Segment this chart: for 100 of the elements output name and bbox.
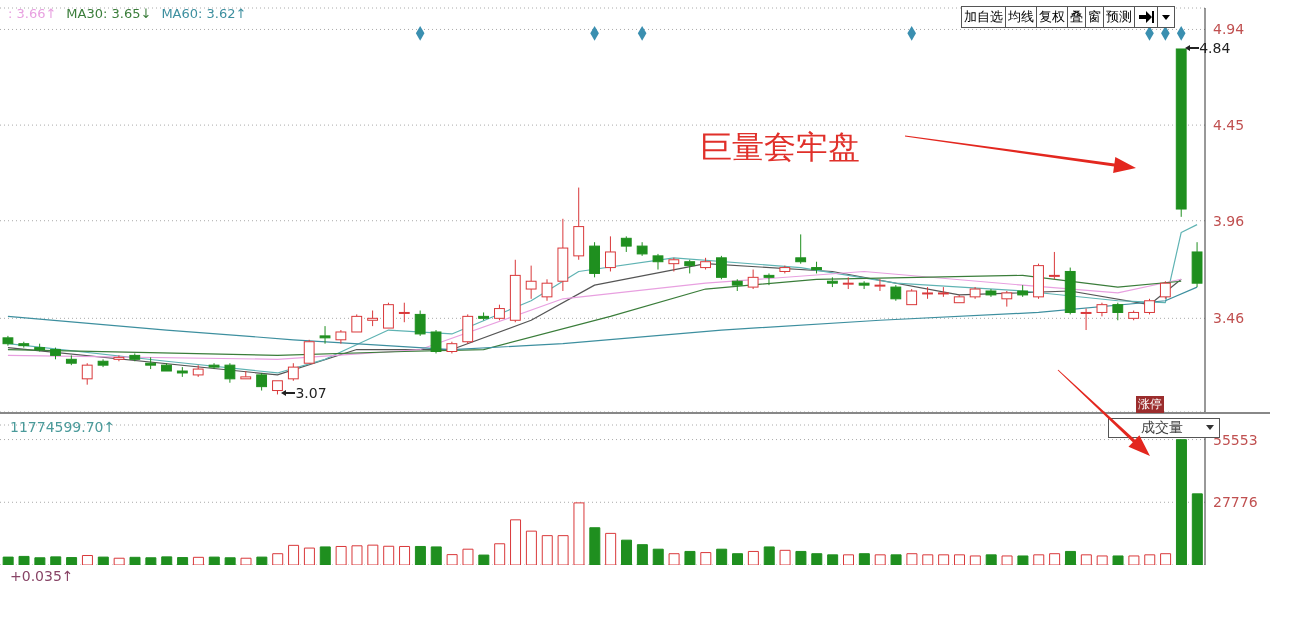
bar: [732, 553, 744, 565]
bar: [351, 545, 363, 565]
candlestick: [985, 288, 997, 298]
candlestick: [462, 313, 474, 345]
bar: [208, 556, 220, 565]
annotation: 叠: [1067, 6, 1086, 28]
bar: [145, 557, 157, 565]
bar: [34, 557, 46, 565]
bar: [747, 550, 759, 565]
annotation: 加自选: [961, 6, 1006, 28]
bar: [2, 556, 14, 565]
bar: [922, 554, 934, 565]
candlestick: [636, 241, 648, 257]
annotation: 成交量: [1141, 419, 1183, 437]
candlestick: [969, 286, 981, 300]
bar: [938, 554, 950, 565]
y-tick-label: 4.94: [1213, 21, 1245, 38]
bar: [700, 552, 712, 565]
candlestick: [224, 362, 236, 384]
candlestick: [1080, 308, 1092, 331]
candlestick: [446, 341, 458, 354]
bar: [240, 557, 252, 565]
y-tick-label: 27776: [1213, 494, 1258, 511]
bar: [906, 553, 918, 565]
bar: [81, 555, 93, 565]
bar: [1191, 493, 1203, 565]
annotation: 11774599.70↑: [10, 419, 116, 435]
candlestick: [541, 278, 553, 302]
bar: [827, 554, 839, 565]
bar: [446, 554, 458, 565]
bar: [462, 548, 474, 565]
candlestick: [113, 354, 125, 362]
text: +0.035↑: [10, 568, 74, 584]
annotation: 4.84: [1199, 39, 1231, 56]
line-series: [7, 224, 1198, 374]
bar: [129, 556, 141, 565]
bar: [256, 556, 268, 565]
annotation: 3.07: [295, 385, 327, 402]
bar: [113, 557, 125, 565]
bar: [1160, 553, 1172, 565]
bar: [1033, 554, 1045, 565]
bar: [636, 544, 648, 565]
bar: [557, 535, 569, 565]
annotation: 窗: [1085, 6, 1104, 28]
candlestick: [1096, 302, 1108, 317]
annotation: 均线: [1005, 6, 1037, 28]
candlestick: [81, 362, 93, 386]
bar: [843, 554, 854, 565]
bar: [272, 553, 284, 565]
bar: [573, 502, 585, 565]
bar: [1064, 550, 1076, 565]
bar: [161, 556, 173, 565]
bar: [890, 554, 902, 565]
bar: [1175, 439, 1187, 565]
candlestick: [1191, 241, 1203, 288]
annotation: 涨停: [1136, 396, 1164, 413]
candlestick: [874, 278, 886, 292]
bar: [985, 554, 997, 565]
text: MA30: 3.65↓: [66, 6, 152, 21]
bar: [969, 555, 981, 565]
candlestick: [795, 233, 807, 265]
bar: [66, 557, 78, 565]
dropdown-field: 成交量: [1108, 418, 1220, 438]
candlestick: [2, 335, 14, 347]
bar: [18, 555, 30, 565]
bar: [288, 544, 300, 565]
line-series: [7, 286, 1198, 351]
candlestick: [430, 329, 442, 354]
bar: [399, 545, 411, 565]
bar: [494, 543, 506, 565]
bar: [874, 554, 886, 565]
bar: [478, 554, 490, 565]
bar: [795, 550, 807, 565]
bar: [953, 554, 965, 565]
bar: [414, 545, 426, 565]
annotation: 预测: [1103, 6, 1135, 28]
bar: [335, 545, 347, 565]
candlestick: [319, 325, 331, 345]
bar: [605, 532, 617, 565]
bar: [510, 519, 522, 565]
bar: [541, 535, 553, 565]
bar: [1080, 554, 1092, 565]
bar: [319, 546, 331, 565]
annotation: 巨量套牢盘: [700, 127, 860, 168]
candlestick: [208, 362, 220, 370]
bar: [430, 546, 442, 565]
candlestick: [557, 218, 569, 292]
bar: [383, 545, 395, 565]
bar: [525, 530, 537, 565]
bar: [367, 544, 379, 565]
bar: [1144, 554, 1156, 565]
bar: [1128, 555, 1140, 565]
bar: [303, 547, 315, 565]
bar: [1017, 555, 1029, 565]
annotation: 复权: [1036, 6, 1068, 28]
bar: [177, 557, 189, 565]
bar: [668, 553, 680, 565]
bar: [779, 549, 791, 565]
bar: [621, 539, 633, 565]
text: : 3.66↑: [8, 6, 57, 21]
